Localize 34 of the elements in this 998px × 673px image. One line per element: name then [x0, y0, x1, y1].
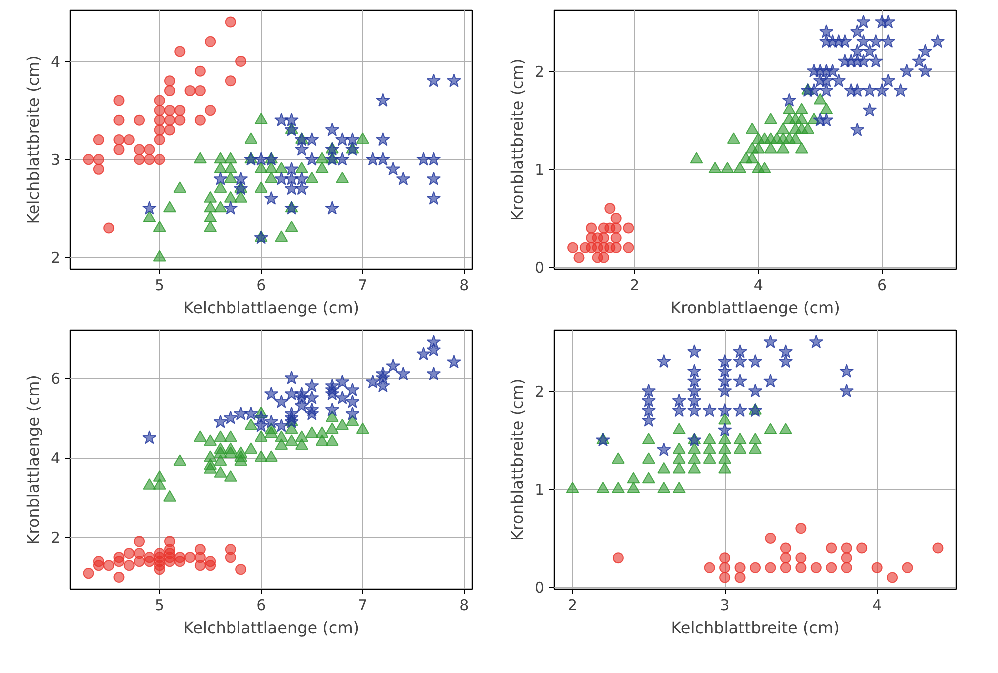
x-axis-title: Kelchblattbreite (cm) — [671, 618, 840, 638]
x-tick-label: 2 — [630, 276, 640, 294]
y-tick-label: 1 — [534, 160, 545, 179]
y-tick-label: 2 — [534, 62, 545, 81]
y-tick-label: 2 — [50, 529, 61, 548]
x-tick-label: 3 — [720, 596, 730, 614]
x-axis-title: Kelchblattlaenge (cm) — [183, 618, 360, 638]
x-tick-label: 7 — [358, 276, 368, 294]
y-tick-label: 2 — [50, 249, 61, 268]
x-tick-label: 5 — [155, 276, 165, 294]
x-tick-label: 8 — [460, 596, 470, 614]
y-tick-label: 4 — [50, 450, 61, 468]
x-tick-label: 2 — [568, 596, 578, 614]
x-axis-title: Kelchblattlaenge (cm) — [183, 298, 360, 318]
y-axis-title: Kronblattbreite (cm) — [508, 378, 527, 542]
x-tick-label: 5 — [155, 596, 165, 614]
x-tick-label: 7 — [358, 596, 368, 614]
x-tick-label: 4 — [872, 596, 882, 614]
y-axis-title: Kronblattlaenge (cm) — [24, 375, 43, 545]
x-tick-label: 8 — [460, 276, 470, 294]
y-tick-label: 0 — [534, 259, 545, 278]
y-tick-label: 0 — [534, 579, 545, 598]
y-tick-label: 4 — [50, 53, 61, 72]
y-tick-label: 3 — [50, 151, 61, 170]
y-tick-label: 2 — [534, 382, 545, 401]
x-tick-label: 6 — [878, 276, 888, 294]
x-tick-label: 6 — [256, 276, 266, 294]
y-tick-label: 6 — [50, 370, 61, 388]
y-axis-title: Kelchblattbreite (cm) — [24, 56, 43, 224]
y-axis-title: Kronblattbreite (cm) — [508, 58, 527, 222]
y-tick-label: 1 — [534, 480, 545, 499]
x-axis-title: Kronblattlaenge (cm) — [670, 298, 840, 318]
x-tick-label: 6 — [256, 596, 266, 614]
x-tick-label: 4 — [754, 276, 764, 294]
